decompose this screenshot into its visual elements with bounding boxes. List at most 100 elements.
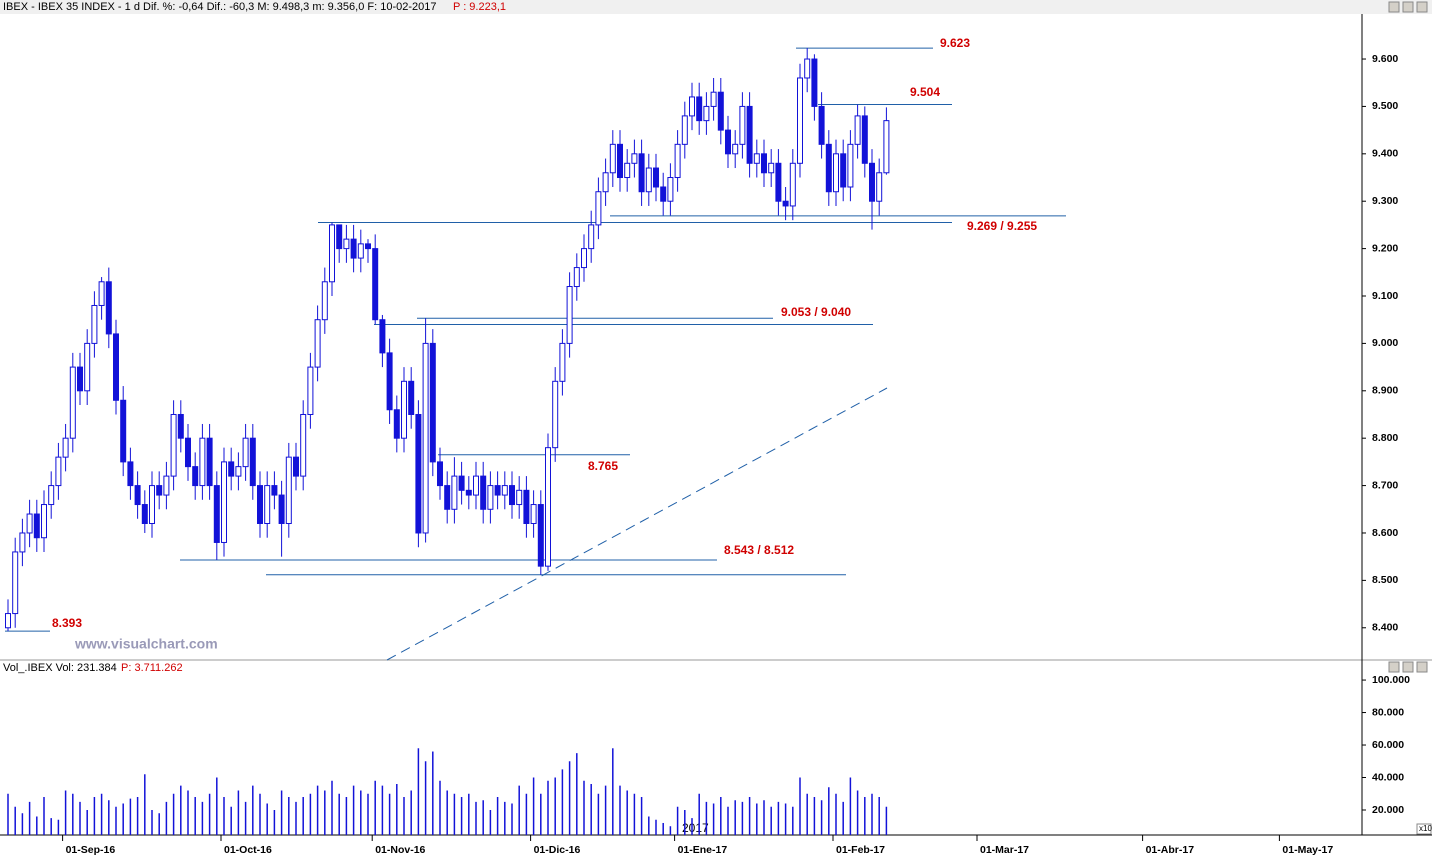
y2-tick-label: 80.000 [1372, 706, 1404, 718]
candle-body [854, 115, 861, 145]
pointer-label: P : 9.223,1 [453, 1, 506, 13]
y-tick-label: 9.100 [1372, 290, 1398, 302]
candle-body [566, 286, 573, 344]
y2-tick-label: 100.000 [1372, 674, 1410, 686]
candle-body [242, 437, 249, 468]
candle-body [609, 143, 616, 174]
y-tick-label: 8.900 [1372, 385, 1398, 397]
candle-body [300, 413, 307, 477]
x-tick-label: 01-Mar-17 [980, 844, 1029, 856]
candle-body [91, 304, 98, 344]
candle-body [552, 380, 559, 449]
candle-body [228, 461, 235, 477]
candle-body [825, 143, 832, 193]
candle-body [249, 437, 256, 487]
candle-body [703, 105, 710, 122]
candle-body [69, 366, 76, 439]
candle-body [264, 485, 271, 525]
button[interactable] [1388, 1, 1400, 13]
y-tick-label: 9.300 [1372, 195, 1398, 207]
candle-body [192, 466, 199, 487]
y-tick-label: 9.200 [1372, 242, 1398, 254]
candle-body [293, 456, 299, 477]
y-tick-label: 8.700 [1372, 479, 1398, 491]
candle-body [674, 143, 681, 179]
y-tick-label: 8.800 [1372, 432, 1398, 444]
candle-body [465, 489, 472, 496]
candle-body [386, 352, 393, 411]
candle-body [185, 437, 191, 468]
candle-body [235, 466, 242, 477]
candle-body [213, 485, 220, 543]
candle-body [530, 504, 537, 525]
candle-body [314, 319, 321, 368]
button[interactable] [1416, 661, 1428, 673]
chart-title: IBEX - IBEX 35 INDEX - 1 d Dif. %: -0,64… [3, 1, 436, 13]
level-label: 8.543 / 8.512 [724, 543, 794, 557]
candle-body [523, 489, 530, 525]
candle-body [350, 238, 357, 259]
candle-body [33, 513, 40, 539]
y-tick-label: 8.600 [1372, 527, 1398, 539]
window-buttons[interactable] [1388, 1, 1428, 673]
candle-body [156, 485, 163, 496]
candle-body [451, 475, 458, 510]
candle-body [861, 115, 868, 164]
candle-body [494, 485, 501, 496]
candle-body [573, 267, 580, 288]
candle-body [26, 513, 33, 534]
unit-box [1416, 823, 1432, 835]
level-label: 9.623 [940, 36, 970, 50]
candle-body [458, 475, 465, 491]
level-label: 9.053 / 9.040 [781, 305, 851, 319]
candle-body [746, 105, 753, 164]
candle-body [818, 105, 825, 145]
candle-body [422, 342, 429, 534]
y-tick-label: 9.400 [1372, 148, 1398, 160]
candle-body [537, 504, 544, 567]
candle-body [12, 551, 19, 615]
candle-body [84, 342, 91, 392]
candle-body [710, 91, 717, 107]
candle-body [775, 162, 782, 202]
candle-body [487, 485, 494, 510]
candle-body [797, 77, 803, 164]
candle-body [689, 96, 695, 117]
candle-body [437, 461, 443, 487]
candle-body [753, 153, 760, 164]
level-label: 8.765 [588, 459, 618, 473]
candle-body [278, 494, 285, 525]
candle-body [732, 143, 739, 155]
candle-body [5, 613, 11, 629]
candle-body [62, 437, 69, 458]
trend-line [386, 387, 888, 661]
button[interactable] [1388, 661, 1400, 673]
candle-body [480, 475, 487, 510]
button[interactable] [1402, 1, 1414, 13]
volume-unit: x10 [1419, 824, 1432, 833]
candle-body [595, 191, 602, 226]
candle-body [357, 243, 364, 259]
x-tick-label: 01-Abr-17 [1146, 844, 1195, 856]
candle-body [789, 162, 796, 207]
candle-body [624, 162, 631, 179]
candle-body [444, 485, 451, 510]
candle-body [876, 172, 883, 202]
candle-body [199, 437, 206, 487]
level-label: 9.269 / 9.255 [967, 219, 1037, 233]
candle-body [617, 143, 623, 179]
candle-body [149, 485, 155, 525]
candle-body [696, 96, 703, 122]
candle-body [833, 153, 839, 193]
candle-body [401, 380, 407, 439]
candle-body [473, 475, 479, 496]
candle-body [847, 143, 854, 188]
candle-body [105, 281, 112, 335]
y2-tick-label: 20.000 [1372, 804, 1404, 816]
candle-body [501, 485, 508, 496]
candle-body [120, 399, 127, 463]
button[interactable] [1416, 1, 1428, 13]
candle-body [48, 485, 55, 506]
button[interactable] [1402, 661, 1414, 673]
candle-body [206, 437, 213, 487]
